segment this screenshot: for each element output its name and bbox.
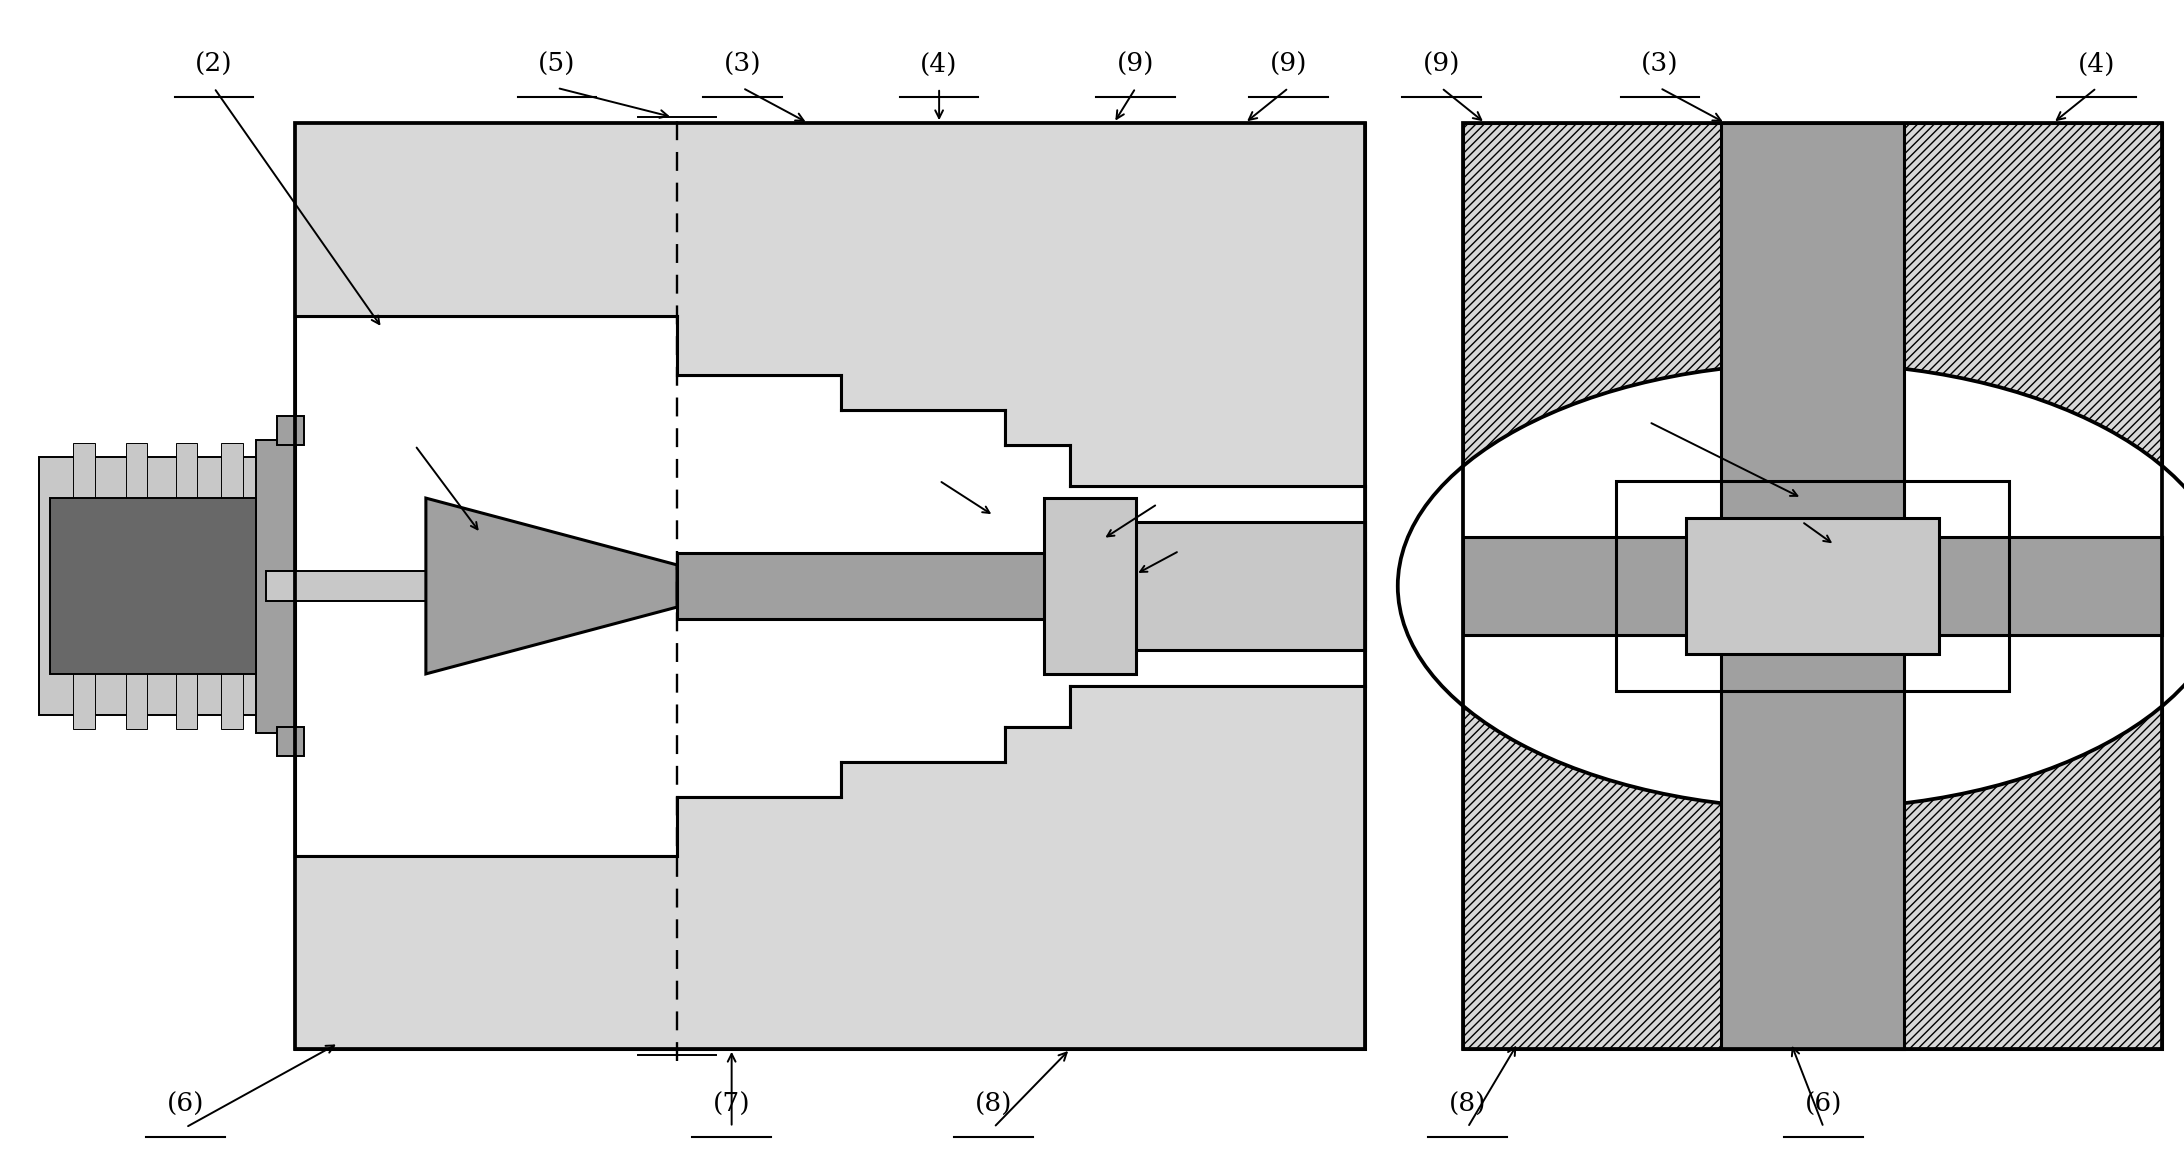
Polygon shape: [295, 686, 1365, 1049]
Text: (6): (6): [166, 1091, 205, 1117]
Text: (9): (9): [1269, 52, 1308, 77]
Bar: [1070, 522, 1365, 650]
Text: (9): (9): [1422, 52, 1461, 77]
Bar: [1721, 123, 1904, 1049]
Bar: [266, 571, 426, 601]
Text: (8): (8): [974, 1091, 1013, 1117]
Text: (9): (9): [1116, 52, 1155, 77]
Text: (7): (7): [712, 1091, 751, 1117]
Polygon shape: [426, 498, 677, 674]
Bar: [74, 443, 96, 729]
Polygon shape: [295, 123, 1365, 1049]
Bar: [175, 443, 197, 729]
Bar: [256, 440, 295, 732]
Bar: [277, 416, 304, 445]
Text: (3): (3): [1640, 52, 1679, 77]
Bar: [39, 457, 266, 715]
Text: (4): (4): [2077, 52, 2116, 77]
Bar: [295, 123, 1365, 1049]
Bar: [1463, 537, 2162, 635]
Text: (4): (4): [919, 52, 959, 77]
Bar: [1463, 123, 2162, 1049]
Bar: [1686, 518, 1939, 654]
Text: (3): (3): [723, 52, 762, 77]
Text: (5): (5): [537, 52, 577, 77]
Polygon shape: [295, 123, 1365, 486]
Text: (2): (2): [194, 52, 234, 77]
Bar: [277, 727, 304, 756]
Polygon shape: [1463, 123, 2162, 1049]
Bar: [677, 553, 1365, 619]
Text: (8): (8): [1448, 1091, 1487, 1117]
Polygon shape: [1070, 686, 1365, 1049]
Polygon shape: [1070, 123, 1365, 486]
Bar: [50, 498, 256, 674]
Circle shape: [1398, 363, 2184, 809]
Text: (6): (6): [1804, 1091, 1843, 1117]
Bar: [127, 443, 149, 729]
Polygon shape: [295, 316, 1365, 856]
Bar: [221, 443, 242, 729]
Bar: [1044, 498, 1136, 674]
Bar: [1616, 481, 2009, 691]
